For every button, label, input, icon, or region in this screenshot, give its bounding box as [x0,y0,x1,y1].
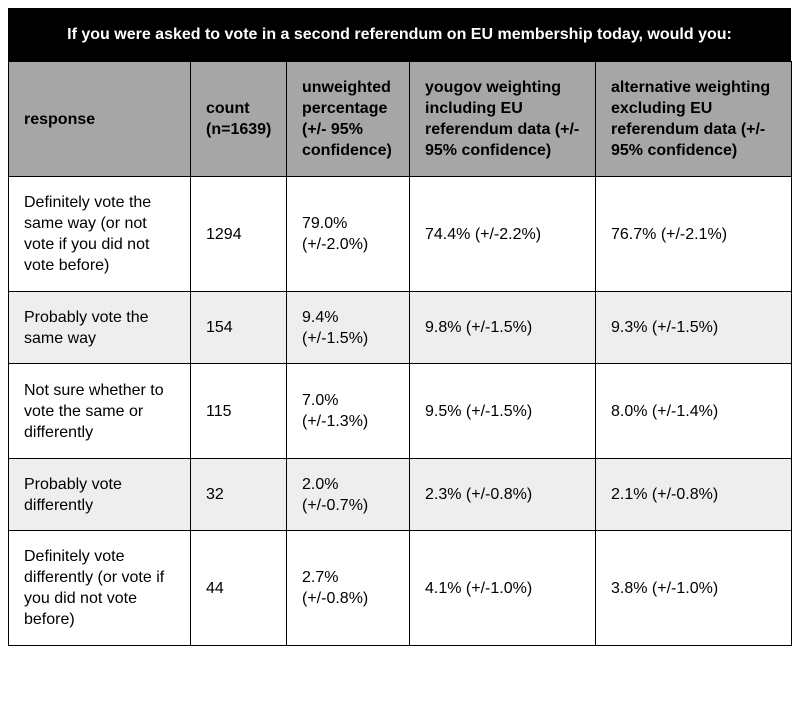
header-row: response count (n=1639) unweighted perce… [8,61,792,177]
cell-yougov: 2.3% (+/-0.8%) [409,458,596,531]
table-row: Definitely vote the same way (or not vot… [8,176,792,292]
cell-yougov: 74.4% (+/-2.2%) [409,176,596,292]
table-row: Probably vote differently 32 2.0% (+/-0.… [8,458,792,531]
cell-alternative: 76.7% (+/-2.1%) [595,176,792,292]
cell-count: 44 [190,530,287,646]
cell-response: Probably vote differently [8,458,191,531]
cell-alternative: 2.1% (+/-0.8%) [595,458,792,531]
header-alternative: alternative weighting excluding EU refer… [595,61,792,177]
cell-response: Definitely vote differently (or vote if … [8,530,191,646]
cell-response: Definitely vote the same way (or not vot… [8,176,191,292]
cell-unweighted: 2.7% (+/-0.8%) [286,530,410,646]
cell-unweighted: 7.0% (+/-1.3%) [286,363,410,459]
cell-unweighted: 79.0% (+/-2.0%) [286,176,410,292]
cell-count: 115 [190,363,287,459]
header-yougov: yougov weighting including EU referendum… [409,61,596,177]
table-title: If you were asked to vote in a second re… [8,8,791,61]
cell-alternative: 3.8% (+/-1.0%) [595,530,792,646]
cell-yougov: 9.5% (+/-1.5%) [409,363,596,459]
header-count: count (n=1639) [190,61,287,177]
cell-response: Probably vote the same way [8,291,191,364]
cell-yougov: 4.1% (+/-1.0%) [409,530,596,646]
cell-alternative: 8.0% (+/-1.4%) [595,363,792,459]
table-row: Not sure whether to vote the same or dif… [8,363,792,459]
cell-count: 32 [190,458,287,531]
table-row: Probably vote the same way 154 9.4% (+/-… [8,291,792,364]
cell-count: 154 [190,291,287,364]
cell-alternative: 9.3% (+/-1.5%) [595,291,792,364]
cell-unweighted: 9.4% (+/-1.5%) [286,291,410,364]
cell-count: 1294 [190,176,287,292]
header-response: response [8,61,191,177]
cell-yougov: 9.8% (+/-1.5%) [409,291,596,364]
header-unweighted: unweighted percentage (+/- 95% confidenc… [286,61,410,177]
results-table: response count (n=1639) unweighted perce… [8,61,792,646]
cell-unweighted: 2.0% (+/-0.7%) [286,458,410,531]
table-row: Definitely vote differently (or vote if … [8,530,792,646]
cell-response: Not sure whether to vote the same or dif… [8,363,191,459]
